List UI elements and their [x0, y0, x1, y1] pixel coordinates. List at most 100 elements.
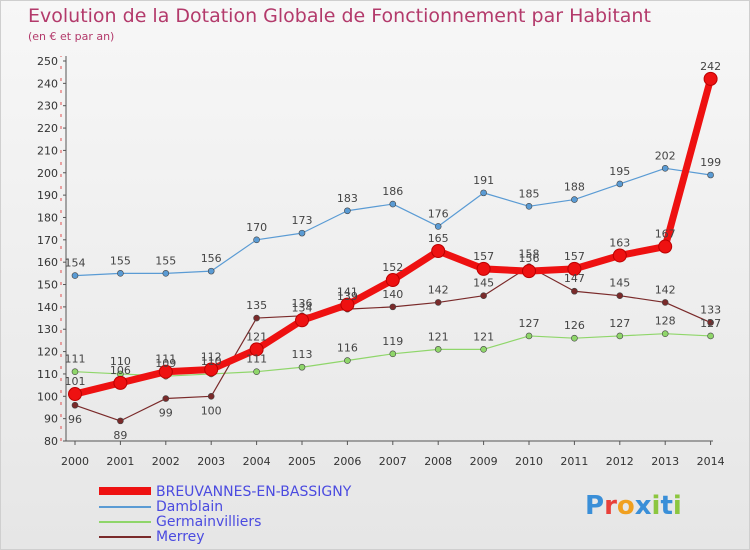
- data-point-breuvannes-en-bassigny: [431, 244, 446, 258]
- data-point-breuvannes-en-bassigny: [113, 375, 128, 390]
- y-tick-label: 160: [37, 256, 58, 269]
- x-tick-label: 2002: [152, 455, 180, 468]
- data-point-breuvannes-en-bassigny: [612, 248, 627, 263]
- y-tick-label: 120: [37, 346, 58, 359]
- data-label-germainvilliers: 111: [246, 353, 267, 366]
- data-point-damblain: [525, 202, 533, 210]
- data-point-damblain: [661, 164, 669, 172]
- data-label-germainvilliers: 128: [655, 315, 676, 328]
- x-tick-label: 2013: [651, 455, 679, 468]
- y-tick-label: 130: [37, 323, 58, 336]
- data-label-breuvannes-en-bassigny: 156: [519, 252, 540, 265]
- x-tick-label: 2012: [606, 455, 634, 468]
- data-label-breuvannes-en-bassigny: 157: [564, 250, 585, 263]
- data-point-germainvilliers: [571, 334, 578, 342]
- data-point-merrey: [253, 314, 260, 322]
- data-point-damblain: [117, 270, 124, 277]
- data-label-merrey: 89: [113, 429, 127, 442]
- data-label-germainvilliers: 127: [609, 317, 630, 330]
- data-point-breuvannes-en-bassigny: [476, 261, 491, 276]
- data-point-damblain: [389, 200, 397, 208]
- data-point-damblain: [298, 229, 306, 237]
- data-label-breuvannes-en-bassigny: 242: [700, 60, 721, 73]
- x-tick-label: 2005: [288, 455, 316, 468]
- x-tick-label: 2014: [697, 455, 725, 468]
- data-label-merrey: 145: [609, 277, 630, 290]
- data-point-damblain: [616, 180, 624, 188]
- x-tick-label: 2011: [560, 455, 588, 468]
- data-label-breuvannes-en-bassigny: 121: [246, 330, 267, 343]
- data-label-merrey: 100: [201, 404, 222, 417]
- data-label-merrey: 139: [337, 290, 358, 303]
- y-tick-label: 100: [37, 390, 58, 403]
- data-label-merrey: 96: [68, 413, 82, 426]
- y-tick-label: 80: [44, 435, 58, 448]
- logo-letter: i: [672, 491, 682, 521]
- data-label-damblain: 188: [564, 181, 585, 194]
- y-tick-label: 210: [37, 144, 58, 157]
- data-label-germainvilliers: 121: [428, 330, 449, 343]
- x-tick-label: 2009: [470, 455, 498, 468]
- data-label-germainvilliers: 119: [382, 335, 403, 348]
- data-point-merrey: [162, 395, 170, 402]
- legend-label-damblain: Damblain: [156, 499, 224, 515]
- data-label-germainvilliers: 116: [337, 342, 358, 355]
- chart-title: Evolution de la Dotation Globale de Fonc…: [28, 5, 651, 27]
- data-point-damblain: [207, 267, 215, 275]
- data-point-breuvannes-en-bassigny: [68, 387, 82, 402]
- data-label-breuvannes-en-bassigny: 106: [110, 364, 131, 377]
- data-point-damblain: [480, 189, 487, 197]
- data-label-breuvannes-en-bassigny: 165: [428, 232, 449, 245]
- data-point-damblain: [434, 223, 442, 230]
- data-label-breuvannes-en-bassigny: 152: [382, 261, 403, 274]
- data-point-breuvannes-en-bassigny: [158, 364, 173, 379]
- data-point-germainvilliers: [344, 357, 351, 364]
- logo-letter: r: [604, 491, 617, 521]
- data-point-germainvilliers: [616, 332, 624, 340]
- y-tick-label: 90: [44, 413, 58, 426]
- data-label-damblain: 173: [292, 214, 313, 227]
- x-tick-label: 2000: [61, 455, 89, 468]
- data-label-breuvannes-en-bassigny: 163: [609, 236, 630, 249]
- data-point-germainvilliers: [525, 332, 533, 340]
- data-label-merrey: 136: [292, 297, 313, 310]
- data-label-merrey: 158: [519, 248, 540, 261]
- data-point-breuvannes-en-bassigny: [340, 297, 355, 312]
- data-point-merrey: [616, 292, 624, 300]
- legend-label-breuvannes: BREUVANNES-EN-BASSIGNY: [156, 484, 352, 500]
- data-label-merrey: 135: [246, 299, 267, 312]
- data-label-germainvilliers: 110: [201, 355, 222, 368]
- legend-swatch-damblain: [99, 506, 151, 508]
- x-tick-label: 2001: [106, 455, 134, 468]
- chart-subtitle: (en € et par an): [28, 30, 115, 43]
- legend-swatch-breuvannes: [99, 487, 151, 495]
- data-label-damblain: 202: [655, 149, 676, 162]
- logo-letter: t: [660, 491, 673, 521]
- data-point-breuvannes-en-bassigny: [658, 239, 673, 254]
- data-label-breuvannes-en-bassigny: 101: [65, 375, 86, 388]
- data-point-merrey: [434, 299, 442, 306]
- data-point-damblain: [344, 207, 351, 215]
- data-point-merrey: [571, 287, 578, 295]
- data-point-breuvannes-en-bassigny: [567, 261, 582, 276]
- data-point-merrey: [71, 401, 79, 409]
- y-tick-label: 150: [37, 279, 58, 292]
- data-point-breuvannes-en-bassigny: [204, 362, 219, 377]
- legend-swatch-germainvilliers: [99, 521, 151, 523]
- data-label-damblain: 156: [201, 252, 222, 265]
- y-tick-label: 170: [37, 234, 58, 247]
- data-point-damblain: [571, 196, 578, 203]
- data-point-germainvilliers: [434, 346, 442, 353]
- data-label-damblain: 191: [473, 174, 494, 187]
- x-tick-label: 2006: [333, 455, 361, 468]
- data-label-damblain: 199: [700, 156, 721, 169]
- data-label-germainvilliers: 110: [110, 355, 131, 368]
- data-point-germainvilliers: [298, 363, 306, 371]
- y-tick-label: 140: [37, 301, 58, 314]
- logo-letter: P: [585, 491, 605, 521]
- legend-label-germainvilliers: Germainvilliers: [156, 514, 262, 530]
- data-label-germainvilliers: 109: [155, 357, 176, 370]
- x-tick-label: 2008: [424, 455, 452, 468]
- x-tick-label: 2007: [379, 455, 407, 468]
- data-point-damblain: [707, 171, 714, 179]
